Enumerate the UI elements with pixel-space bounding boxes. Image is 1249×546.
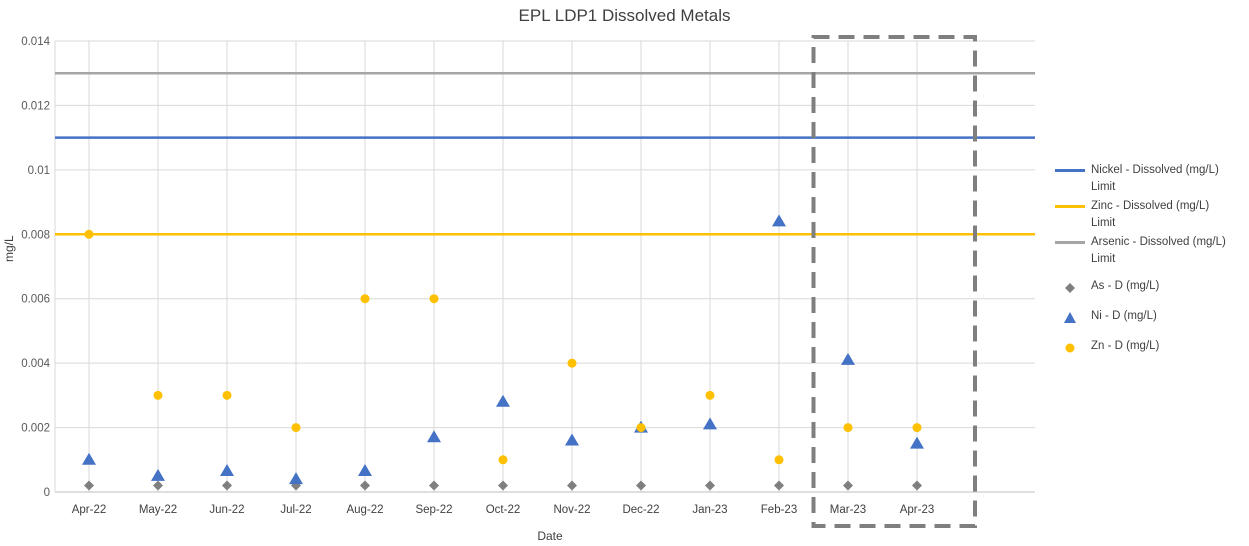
ni-data-point bbox=[910, 436, 924, 449]
x-tick-label: Apr-23 bbox=[900, 504, 935, 516]
as-data-point bbox=[705, 480, 715, 491]
zn-data-point bbox=[291, 423, 301, 433]
x-axis-title: Date bbox=[537, 529, 563, 543]
as-data-point bbox=[222, 480, 232, 491]
as-data-point bbox=[498, 480, 508, 491]
as-data-point bbox=[912, 480, 922, 491]
chart-title: EPL LDP1 Dissolved Metals bbox=[518, 6, 731, 25]
y-tick-label: 0.01 bbox=[28, 165, 50, 177]
ni-data-point bbox=[841, 352, 855, 365]
ni-data-point bbox=[772, 214, 786, 227]
x-tick-label: Jan-23 bbox=[692, 504, 727, 516]
legend-label: Ni - D (mg/L) bbox=[1091, 310, 1157, 322]
y-tick-label: 0.012 bbox=[21, 100, 50, 112]
legend: Nickel - Dissolved (mg/L) Limit Zinc - D… bbox=[1055, 162, 1235, 368]
x-tick-label: Nov-22 bbox=[553, 504, 590, 516]
as-data-point bbox=[153, 480, 163, 491]
y-tick-label: 0.008 bbox=[21, 229, 50, 241]
legend-item-arsenic-limit: Arsenic - Dissolved (mg/L) Limit bbox=[1055, 234, 1235, 278]
zn-data-point bbox=[567, 358, 577, 368]
x-tick-label: Apr-22 bbox=[72, 504, 107, 516]
ni-data-point bbox=[565, 433, 579, 446]
ni-data-point bbox=[496, 394, 510, 407]
circle-marker-icon bbox=[1065, 343, 1075, 353]
as-data-point bbox=[636, 480, 646, 491]
as-data-point bbox=[567, 480, 577, 491]
as-data-point bbox=[774, 480, 784, 491]
as-data-point bbox=[843, 480, 853, 491]
diamond-marker-icon bbox=[1065, 283, 1075, 293]
legend-item-as: As - D (mg/L) bbox=[1055, 278, 1235, 308]
legend-item-zn: Zn - D (mg/L) bbox=[1055, 338, 1235, 368]
x-tick-label: Dec-22 bbox=[622, 504, 659, 516]
x-tick-label: Jun-22 bbox=[209, 504, 244, 516]
zn-data-point bbox=[360, 294, 370, 304]
x-tick-label: Sep-22 bbox=[415, 504, 452, 516]
y-tick-label: 0.004 bbox=[21, 358, 50, 370]
ni-data-point bbox=[358, 464, 372, 477]
zn-data-point bbox=[84, 229, 94, 239]
ni-data-point bbox=[82, 452, 96, 465]
legend-label: As - D (mg/L) bbox=[1091, 280, 1160, 292]
ni-data-point bbox=[151, 468, 165, 481]
zn-data-point bbox=[705, 390, 715, 400]
x-tick-label: Oct-22 bbox=[486, 504, 521, 516]
x-tick-label: Mar-23 bbox=[830, 504, 866, 516]
x-tick-label: Aug-22 bbox=[346, 504, 383, 516]
as-data-point bbox=[360, 480, 370, 491]
zn-data-point bbox=[843, 423, 853, 433]
legend-label: Zn - D (mg/L) bbox=[1091, 340, 1160, 352]
zn-data-point bbox=[774, 455, 784, 465]
y-tick-label: 0.006 bbox=[21, 294, 50, 306]
x-tick-label: May-22 bbox=[139, 504, 177, 516]
legend-label: Zinc - Dissolved (mg/L) Limit bbox=[1091, 200, 1210, 229]
zn-data-point bbox=[498, 455, 508, 465]
zn-data-point bbox=[153, 390, 163, 400]
highlight-box bbox=[811, 35, 977, 528]
y-tick-label: 0.002 bbox=[21, 423, 50, 435]
legend-item-nickel-limit: Nickel - Dissolved (mg/L) Limit bbox=[1055, 162, 1235, 198]
legend-line-swatch bbox=[1055, 205, 1085, 208]
legend-label: Nickel - Dissolved (mg/L) Limit bbox=[1091, 164, 1219, 193]
zn-data-point bbox=[429, 294, 439, 304]
as-data-point bbox=[84, 480, 94, 491]
as-data-point bbox=[429, 480, 439, 491]
zn-data-point bbox=[912, 423, 922, 433]
legend-line-swatch bbox=[1055, 241, 1085, 244]
zn-data-point bbox=[636, 423, 646, 433]
legend-line-swatch bbox=[1055, 169, 1085, 172]
legend-label: Arsenic - Dissolved (mg/L) Limit bbox=[1091, 236, 1226, 265]
x-tick-label: Feb-23 bbox=[761, 504, 797, 516]
legend-item-ni: Ni - D (mg/L) bbox=[1055, 308, 1235, 338]
ni-data-point bbox=[427, 430, 441, 443]
y-tick-label: 0.014 bbox=[21, 36, 50, 48]
ni-data-point bbox=[220, 464, 234, 477]
legend-item-zinc-limit: Zinc - Dissolved (mg/L) Limit bbox=[1055, 198, 1235, 234]
y-tick-label: 0 bbox=[44, 487, 50, 499]
x-tick-label: Jul-22 bbox=[280, 504, 311, 516]
zn-data-point bbox=[222, 390, 232, 400]
ni-data-point bbox=[703, 417, 717, 430]
ni-data-point bbox=[289, 472, 303, 485]
triangle-marker-icon bbox=[1064, 312, 1076, 323]
